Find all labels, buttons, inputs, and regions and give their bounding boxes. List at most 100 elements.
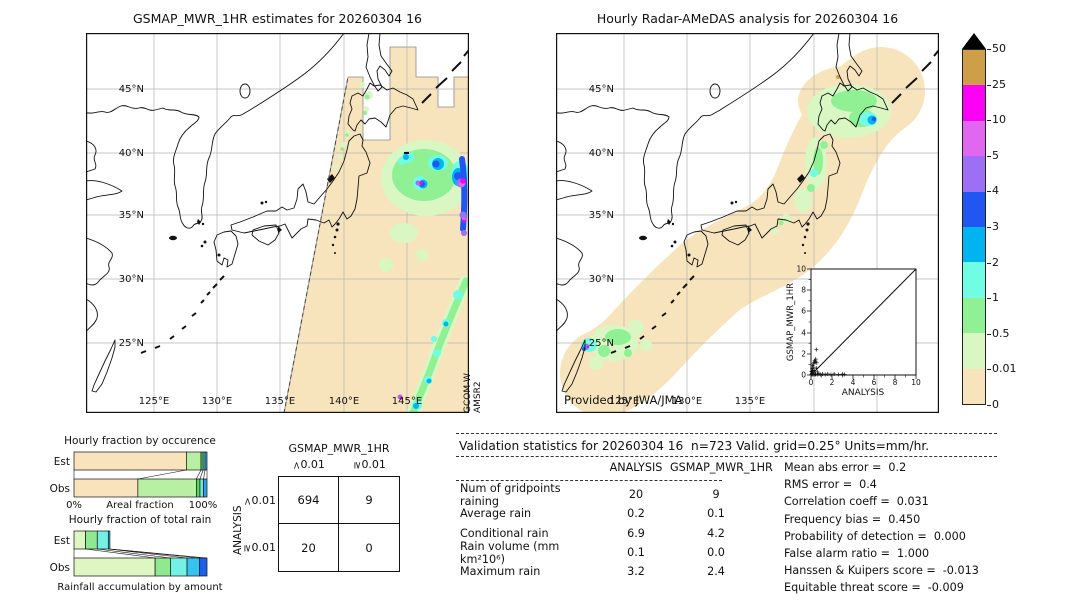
scatter-point xyxy=(818,372,823,377)
scatter-point xyxy=(814,360,819,365)
divider xyxy=(456,480,722,481)
score-value: 1.000 xyxy=(897,547,930,561)
precip-extreme xyxy=(404,152,409,154)
colorbar-tick-label: 0.01 xyxy=(987,362,1017,376)
bar-segment xyxy=(199,478,204,498)
lat-label: 35°N xyxy=(589,210,614,221)
colorbar-segment xyxy=(963,156,985,192)
score-row: Equitable threat score = -0.009 xyxy=(784,579,979,596)
row-label: Num of gridpoints raining xyxy=(460,481,561,508)
bar-segment xyxy=(73,451,187,471)
x-axis-label: Rainfall accumulation by amount xyxy=(57,582,222,593)
credit-text: Provided by JWA/JMA xyxy=(564,393,683,407)
score-list: Mean abs error = 0.2 RMS error = 0.4 Corre… xyxy=(784,459,979,597)
bar-connector xyxy=(85,548,156,559)
swath-edge-dashed xyxy=(283,76,349,413)
colorbar-tick-label: 5 xyxy=(987,148,999,162)
scatter-point xyxy=(842,372,847,377)
divider xyxy=(456,433,997,434)
contingency-col-label: ≥0.01 xyxy=(339,458,400,471)
colorbar-tick-label: 0.5 xyxy=(987,326,1010,340)
scatter-point xyxy=(813,357,818,362)
inset-ytick: 0 xyxy=(801,371,806,380)
gsmap-value: 4.2 xyxy=(707,526,725,540)
inset-xtick: 8 xyxy=(893,378,898,387)
lt-op: < xyxy=(241,497,253,506)
lat-label: 45°N xyxy=(589,84,614,95)
lon-label: 140°E xyxy=(329,396,359,407)
bar-connector xyxy=(199,469,204,480)
inset-xtick: 2 xyxy=(830,378,835,387)
validation-stats: Validation statistics for 20260304 16 n=… xyxy=(456,430,1000,595)
score-row: RMS error = 0.4 xyxy=(784,476,979,493)
scatter-point xyxy=(814,366,819,371)
bar-segment xyxy=(73,557,156,577)
contingency-table: GSMAP_MWR_1HR <0.01 ≥0.01 ANALYSIS <0.01… xyxy=(232,436,408,581)
score-label: Hanssen & Kuipers score = xyxy=(784,564,936,578)
colorbar-tick-label: 10 xyxy=(987,113,1006,127)
scatter-point xyxy=(828,372,833,377)
colorbar-segments xyxy=(962,49,986,405)
bar-segment xyxy=(107,530,111,550)
lon-label: 125°E xyxy=(609,396,639,407)
contingency-col-label: <0.01 xyxy=(278,458,339,471)
col-header-analysis: ANALYSIS xyxy=(609,461,663,474)
x-right-label: 100% xyxy=(189,500,218,511)
sensor-name: GCOM-W xyxy=(463,373,473,413)
contingency-cell: 694 xyxy=(279,477,339,524)
contingency-grid: 694 9 20 0 xyxy=(278,476,400,572)
x-axis-label: Areal fraction xyxy=(106,500,173,511)
score-value: 0.4 xyxy=(859,478,877,492)
inset-ytick: 10 xyxy=(796,265,806,274)
bar-connector xyxy=(109,548,208,559)
scatter-point xyxy=(825,371,830,376)
scatter-point xyxy=(812,368,817,373)
inset-ytick: 6 xyxy=(801,307,806,316)
bar-segment xyxy=(204,451,208,471)
bar-connector xyxy=(108,548,188,559)
gsmap-map: 45°N 40°N 35°N 30°N 25°N 125°E 130°E 135… xyxy=(86,33,469,413)
inset-xtick: 4 xyxy=(851,378,856,387)
occurrence-chart: Hourly fraction by occurence Est Obs 0% … xyxy=(50,435,218,511)
analysis-value: 3.2 xyxy=(627,565,645,579)
bar-segment xyxy=(137,478,197,498)
x-left-label: 0% xyxy=(66,500,82,511)
colorbar-segment xyxy=(963,120,985,157)
grid-lines xyxy=(86,33,469,413)
right-map-title: Hourly Radar-AMeDAS analysis for 2026030… xyxy=(596,11,899,26)
scatter-point xyxy=(832,371,837,376)
contingency-cell: 20 xyxy=(279,524,339,571)
lon-label: 135°E xyxy=(735,396,765,407)
validation-rows: Num of gridpoints raining 20 9 Average rai… xyxy=(460,482,1000,581)
inset-ytick: 8 xyxy=(801,286,806,295)
lon-label: 130°E xyxy=(202,396,232,407)
score-row: Frequency bias = 0.450 xyxy=(784,511,979,528)
row-threshold: 0.01 xyxy=(251,541,277,554)
score-value: 0.031 xyxy=(896,495,929,509)
bar-segment xyxy=(73,530,86,550)
colorbar-tick-label: 50 xyxy=(987,42,1006,55)
colorbar-tick-label: 4 xyxy=(987,184,999,198)
scatter-point xyxy=(836,372,841,377)
inset-scatter: 0 2 4 6 8 10 0 2 4 6 8 10 ANALYSIS GSMAP… xyxy=(786,265,921,398)
colorbar-tick-label: 2 xyxy=(987,255,999,269)
row-label-obs: Obs xyxy=(50,562,70,574)
row-label-est: Est xyxy=(54,456,70,468)
bar-segment xyxy=(73,478,139,498)
score-value: 0.000 xyxy=(933,529,966,543)
contingency-row-label: ≥0.01 xyxy=(240,541,276,554)
gsmap-value: 0.1 xyxy=(707,507,725,521)
colorbar-segment xyxy=(963,227,985,263)
rain-heavy-dot xyxy=(836,75,840,79)
total-rain-bars xyxy=(73,530,208,577)
score-value: -0.009 xyxy=(927,581,964,595)
bar-connector xyxy=(137,469,187,480)
colorbar-tick-label: 25 xyxy=(987,77,1006,91)
score-value: -0.013 xyxy=(942,564,979,578)
radar-map: 45°N 40°N 35°N 30°N 25°N 125°E 130°E 135… xyxy=(556,33,939,413)
ge-op: ≥ xyxy=(351,461,363,470)
chart-title: Hourly fraction by occurence xyxy=(64,435,216,447)
table-row: Num of gridpoints raining 20 9 xyxy=(460,482,1000,508)
contingency-row-label: <0.01 xyxy=(240,494,276,507)
inset-diagonal xyxy=(810,268,917,376)
